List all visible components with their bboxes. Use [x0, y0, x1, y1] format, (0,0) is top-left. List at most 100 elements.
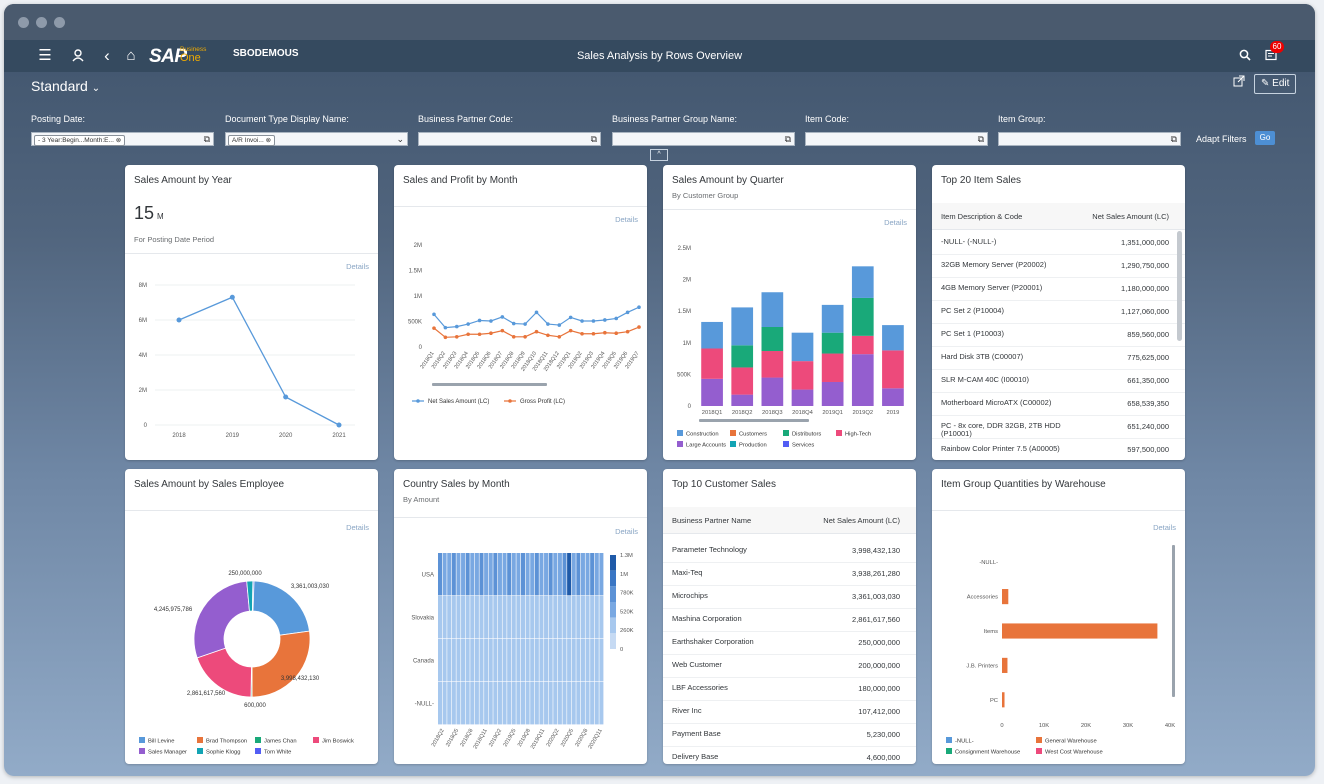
search-icon[interactable] — [1237, 40, 1253, 72]
details-link[interactable]: Details — [346, 523, 369, 532]
slice-label: 3,998,432,130 — [281, 676, 320, 682]
column-header[interactable]: Net Sales Amount (LC) — [1092, 212, 1169, 221]
data-point — [432, 326, 436, 330]
business-partner-group-input[interactable]: ⧉ — [612, 132, 795, 146]
table-row[interactable]: PC Set 1 (P10003) 859,560,000 — [932, 323, 1185, 347]
card-sales-by-year[interactable]: Sales Amount by Year 15 M For Posting Dat… — [125, 165, 378, 460]
heatmap-cell — [599, 553, 604, 596]
table-row[interactable]: Mashina Corporation 2,861,617,560 — [663, 608, 916, 632]
legend-swatch — [946, 748, 952, 754]
y-tick-label: 0 — [419, 345, 423, 351]
table-row[interactable]: Microchips 3,361,003,030 — [663, 585, 916, 609]
heatmap-cell — [590, 553, 595, 596]
card-sales-profit-by-month[interactable]: Sales and Profit by Month Details 0 500K 1… — [394, 165, 647, 460]
back-icon[interactable]: ‹ — [104, 46, 110, 65]
column-header[interactable]: Net Sales Amount (LC) — [823, 516, 900, 525]
value-help-icon[interactable]: ⧉ — [203, 134, 210, 144]
menu-icon[interactable]: ☰ — [38, 47, 52, 64]
document-type-select[interactable]: A/R Invoi... ⊗ ⌄ — [225, 132, 408, 146]
legend-swatch — [255, 737, 261, 743]
value-help-icon[interactable]: ⧉ — [590, 134, 597, 144]
column-header[interactable]: Item Description & Code — [941, 212, 1023, 221]
table-row[interactable]: SLR M-CAM 40C (I00010) 661,350,000 — [932, 369, 1185, 393]
range-scrollbar — [699, 419, 809, 422]
card-sales-by-quarter[interactable]: Sales Amount by Quarter By Customer Grou… — [663, 165, 916, 460]
item-group-input[interactable]: ⧉ — [998, 132, 1181, 146]
window-close-dot[interactable] — [18, 17, 29, 28]
details-link[interactable]: Details — [884, 218, 907, 227]
card-sales-by-employee[interactable]: Sales Amount by Sales Employee Details 3… — [125, 469, 378, 764]
variant-selector[interactable]: Standard ⌄ — [31, 78, 100, 94]
scrollbar[interactable] — [1177, 231, 1182, 341]
card-item-group-by-warehouse[interactable]: Item Group Quantities by Warehouse Detai… — [932, 469, 1185, 764]
window-zoom-dot[interactable] — [54, 17, 65, 28]
data-point — [603, 318, 607, 322]
legend-swatch — [197, 748, 203, 754]
heatmap-cell — [530, 596, 535, 639]
bar-segment — [851, 335, 874, 355]
table-row[interactable]: Payment Base 5,230,000 — [663, 723, 916, 747]
table-row[interactable]: PC Set 2 (P10004) 1,127,060,000 — [932, 300, 1185, 324]
posting-date-input[interactable]: - 3 Year:Begin...Month:E... ⊗ ⧉ — [31, 132, 214, 146]
data-point — [489, 331, 493, 336]
adapt-filters-button[interactable]: Adapt Filters — [1196, 134, 1247, 144]
heatmap-cell — [548, 682, 553, 725]
table-row[interactable]: LBF Accessories 180,000,000 — [663, 677, 916, 701]
y-tick-label: 2M — [414, 243, 422, 249]
scale-segment — [610, 586, 616, 602]
table-row[interactable]: 32GB Memory Server (P20002) 1,290,750,000 — [932, 254, 1185, 278]
data-point — [489, 319, 493, 323]
heatmap-cell — [479, 553, 484, 596]
heatmap-cell — [557, 596, 562, 639]
card-top-10-customers[interactable]: Top 10 Customer Sales Business Partner N… — [663, 469, 916, 764]
chevron-down-icon[interactable]: ⌄ — [396, 134, 404, 144]
x-tick-label: 2018Q1 — [702, 410, 723, 416]
table-row[interactable]: 4GB Memory Server (P20001) 1,180,000,000 — [932, 277, 1185, 301]
business-partner-code-input[interactable]: ⧉ — [418, 132, 601, 146]
table-row[interactable]: -NULL- (-NULL-) 1,351,000,000 — [932, 231, 1185, 255]
home-icon[interactable]: ⌂ — [126, 47, 136, 64]
filter-token[interactable]: A/R Invoi... ⊗ — [228, 135, 276, 146]
filter-token[interactable]: - 3 Year:Begin...Month:E... ⊗ — [34, 135, 126, 146]
share-icon[interactable] — [1233, 74, 1245, 92]
collapse-header-button[interactable]: ^ — [650, 149, 668, 161]
value-help-icon[interactable]: ⧉ — [977, 134, 984, 144]
table-row[interactable]: PC - 8x core, DDR 32GB, 2TB HDD (P10001)… — [932, 415, 1185, 439]
scale-segment — [610, 633, 616, 649]
table-row[interactable]: Web Customer 200,000,000 — [663, 654, 916, 678]
row-name: LBF Accessories — [672, 683, 728, 692]
card-country-sales-by-month[interactable]: Country Sales by Month By Amount Details… — [394, 469, 647, 764]
heatmap-cell — [553, 553, 558, 596]
bar-segment — [701, 321, 723, 349]
table-row[interactable]: Earthshaker Corporation 250,000,000 — [663, 631, 916, 655]
details-link[interactable]: Details — [615, 215, 638, 224]
item-code-input[interactable]: ⧉ — [805, 132, 988, 146]
table-row[interactable]: Rainbow Color Printer 7.5 (A00005) 597,50… — [932, 438, 1185, 460]
table-row[interactable]: Motherboard MicroATX (C00002) 658,539,350 — [932, 392, 1185, 416]
data-point — [614, 316, 619, 321]
row-value: 180,000,000 — [858, 684, 900, 693]
details-link[interactable]: Details — [346, 262, 369, 271]
user-icon[interactable] — [70, 40, 86, 72]
heatmap-cell — [484, 596, 489, 639]
data-point — [443, 325, 448, 330]
data-point — [557, 335, 562, 339]
table-row[interactable]: Hard Disk 3TB (C00007) 775,625,000 — [932, 346, 1185, 370]
edit-button[interactable]: ✎ Edit — [1254, 74, 1297, 94]
value-help-icon[interactable]: ⧉ — [784, 134, 791, 144]
details-link[interactable]: Details — [615, 527, 638, 536]
window-minimize-dot[interactable] — [36, 17, 47, 28]
go-button[interactable]: Go — [1255, 131, 1275, 145]
bar-segment — [821, 332, 844, 354]
scale-segment — [610, 602, 616, 618]
table-row[interactable]: Maxi-Teq 3,938,261,280 — [663, 562, 916, 586]
value-help-icon[interactable]: ⧉ — [1170, 134, 1177, 144]
column-header[interactable]: Business Partner Name — [672, 516, 752, 525]
table-row[interactable]: River Inc 107,412,000 — [663, 700, 916, 724]
table-row[interactable]: Parameter Technology 3,998,432,130 — [663, 539, 916, 563]
card-top-20-items[interactable]: Top 20 Item Sales Item Description & Cod… — [932, 165, 1185, 460]
details-link[interactable]: Details — [1153, 523, 1176, 532]
x-tick-label: 20K — [1081, 723, 1091, 729]
x-tick-label: 2018 — [172, 433, 186, 439]
table-row[interactable]: Delivery Base 4,600,000 — [663, 746, 916, 764]
